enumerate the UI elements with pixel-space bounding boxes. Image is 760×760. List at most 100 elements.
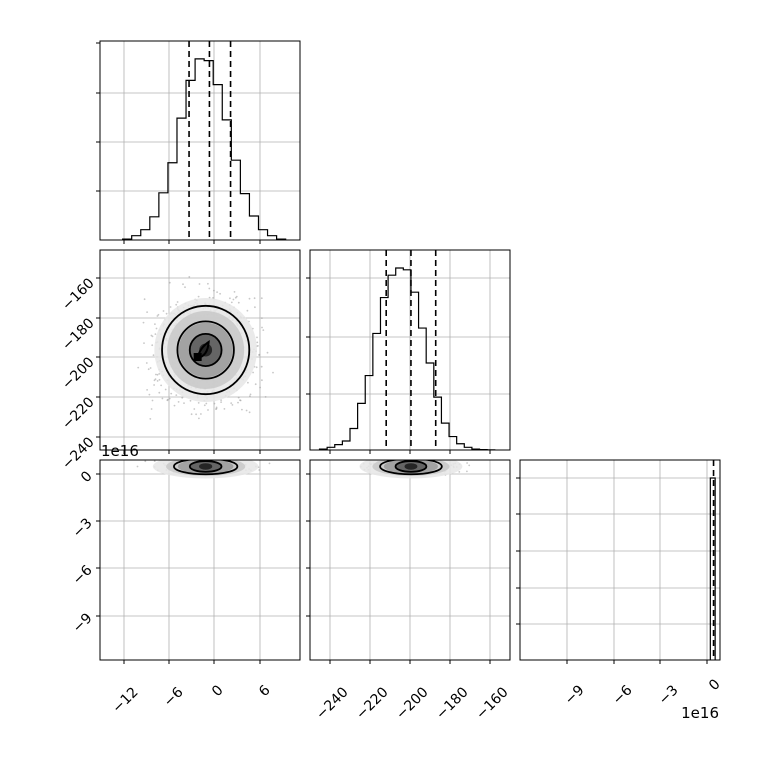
sample-point (156, 380, 159, 382)
sample-point (207, 282, 209, 285)
sample-point (169, 306, 172, 308)
sample-point (241, 408, 243, 411)
sample-point (260, 365, 263, 368)
sample-point (143, 298, 146, 301)
histogram-step (122, 58, 287, 240)
sample-point (161, 397, 164, 400)
x-tick-label-p2: −3 (656, 682, 682, 708)
sample-point (184, 286, 186, 289)
sample-point (155, 373, 157, 376)
panel-frame (99, 40, 301, 241)
sample-point (189, 399, 192, 402)
sample-point (258, 469, 261, 471)
y-tick-label-p1: −200 (59, 354, 98, 393)
sample-point (237, 401, 239, 404)
sample-point (154, 323, 156, 325)
sample-point (262, 329, 265, 331)
sample-point (256, 336, 258, 339)
panel-contour-p1-p2 (306, 459, 511, 664)
contour-level (161, 304, 251, 396)
sample-point (165, 312, 168, 315)
x-tick-label-p2: −6 (610, 682, 636, 708)
sample-point (144, 460, 147, 463)
density-peak (193, 353, 202, 361)
sample-point (153, 384, 156, 386)
y-offset-label-p2: 1e16 (101, 442, 139, 460)
sample-point (149, 418, 152, 420)
sample-point (198, 417, 200, 420)
sample-point (220, 401, 223, 403)
y-tick-label-p1: −180 (59, 315, 98, 354)
sample-point (156, 315, 159, 317)
sample-point (148, 393, 151, 396)
sample-point (176, 301, 179, 303)
sample-point (257, 345, 259, 347)
sample-point (154, 333, 157, 335)
sample-point (149, 367, 152, 369)
sample-point (261, 379, 263, 382)
sample-point (255, 366, 258, 369)
sample-point (162, 310, 165, 312)
panel-frame (519, 459, 721, 661)
sample-point (203, 404, 206, 407)
contour-level (188, 460, 223, 473)
sample-point (261, 317, 263, 319)
contour-level (394, 460, 428, 473)
sample-point (156, 373, 159, 376)
sample-point (158, 391, 161, 394)
panel-content (136, 460, 271, 479)
y-tick-label-p1: −240 (59, 434, 98, 473)
sample-point (157, 313, 160, 316)
sample-point (151, 344, 154, 347)
x-tick-label-p0: 0 (209, 682, 227, 700)
sample-point (170, 392, 173, 395)
sample-point (154, 378, 157, 381)
sample-point (200, 413, 202, 415)
sample-point (232, 298, 235, 301)
x-tick-label-p0: 6 (256, 682, 274, 700)
contour-level (173, 460, 239, 476)
sample-point (254, 306, 256, 309)
panel-content (709, 460, 716, 660)
sample-point (468, 464, 471, 467)
chart-marks (96, 40, 721, 664)
sample-point (249, 393, 252, 396)
x-tick-label-p0: −6 (161, 684, 187, 710)
sample-point (197, 402, 200, 404)
sample-point (247, 381, 249, 384)
x-tick-label-p1: −180 (433, 684, 472, 723)
contour-level (188, 332, 223, 368)
sample-point (153, 460, 156, 462)
sample-point (239, 399, 242, 402)
panel-hist-p1 (306, 249, 511, 454)
panel-contour-p0-p2 (96, 459, 301, 664)
panel-content (122, 41, 287, 240)
y-tick-label-p2: −6 (70, 562, 96, 588)
panel-content (318, 250, 496, 450)
sample-point (266, 351, 269, 354)
sample-point (136, 465, 139, 468)
y-tick-label-p1: −220 (59, 394, 98, 433)
sample-point (142, 321, 145, 324)
panel-content (137, 276, 274, 420)
sample-point (466, 470, 468, 473)
x-tick-label-p1: −220 (353, 684, 392, 723)
panel-contour-p0-p1 (96, 249, 301, 454)
sample-point (160, 384, 163, 387)
x-tick-label-p2: −9 (562, 682, 588, 708)
sample-point (173, 404, 176, 407)
panel-hist-p0 (96, 40, 301, 244)
y-tick-label-p1: −160 (59, 275, 98, 314)
sample-point (213, 289, 215, 292)
sample-point (245, 409, 248, 412)
sample-point (175, 303, 178, 306)
sample-point (175, 394, 178, 396)
sample-point (168, 281, 171, 284)
sample-point (254, 383, 257, 386)
sample-point (181, 396, 184, 399)
sample-point (182, 283, 184, 286)
sample-point (164, 388, 167, 391)
sample-point (158, 373, 161, 375)
sample-point (145, 362, 148, 364)
sample-point (197, 295, 200, 298)
